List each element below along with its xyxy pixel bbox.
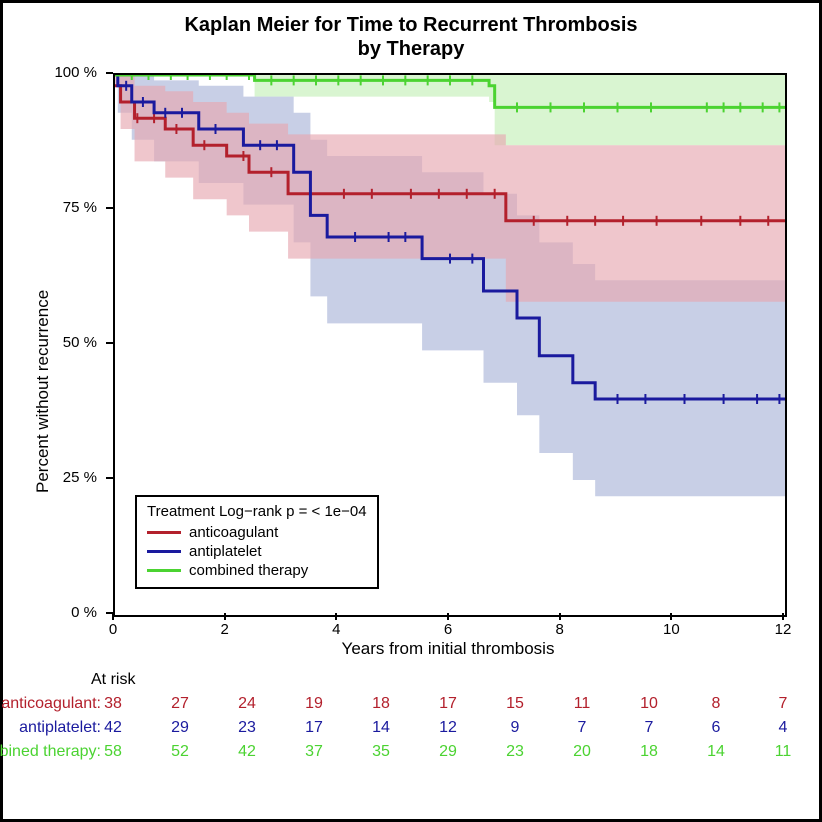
risk-value: 23 xyxy=(227,719,267,737)
risk-value: 6 xyxy=(696,719,736,737)
risk-value: 10 xyxy=(629,695,669,713)
risk-value: 9 xyxy=(495,719,535,737)
at-risk-header: At risk xyxy=(91,671,135,689)
risk-value: 7 xyxy=(562,719,602,737)
title-line2: by Therapy xyxy=(358,38,465,60)
legend-label: antiplatelet xyxy=(189,543,262,560)
legend-label: anticoagulant xyxy=(189,524,278,541)
risk-value: 17 xyxy=(294,719,334,737)
x-tick-label: 0 xyxy=(103,621,123,638)
x-tick-label: 10 xyxy=(661,621,681,638)
y-tick-label: 75 % xyxy=(63,199,97,216)
y-axis-label: Percent without recurrence xyxy=(33,290,53,493)
y-tick-label: 50 % xyxy=(63,334,97,351)
risk-value: 7 xyxy=(763,695,803,713)
x-axis-label: Years from initial thrombosis xyxy=(113,639,783,659)
risk-row-label: anticoagulant: xyxy=(0,695,101,713)
x-tick xyxy=(447,613,449,620)
x-tick xyxy=(224,613,226,620)
y-tick-label: 0 % xyxy=(71,604,97,621)
title-line1: Kaplan Meier for Time to Recurrent Throm… xyxy=(184,14,637,36)
risk-value: 42 xyxy=(93,719,133,737)
risk-value: 11 xyxy=(562,695,602,713)
risk-row-label: antiplatelet: xyxy=(0,719,101,737)
risk-value: 11 xyxy=(763,743,803,761)
risk-value: 14 xyxy=(696,743,736,761)
y-tick xyxy=(106,612,113,614)
legend-swatch xyxy=(147,531,181,534)
x-tick-label: 8 xyxy=(550,621,570,638)
risk-value: 15 xyxy=(495,695,535,713)
risk-value: 19 xyxy=(294,695,334,713)
risk-value: 37 xyxy=(294,743,334,761)
risk-value: 4 xyxy=(763,719,803,737)
x-tick-label: 12 xyxy=(773,621,793,638)
x-tick-label: 6 xyxy=(438,621,458,638)
risk-row-label: combined therapy: xyxy=(0,743,101,761)
x-tick-label: 4 xyxy=(326,621,346,638)
figure-frame: Kaplan Meier for Time to Recurrent Throm… xyxy=(0,0,822,822)
risk-value: 52 xyxy=(160,743,200,761)
y-tick xyxy=(106,72,113,74)
risk-value: 18 xyxy=(629,743,669,761)
risk-value: 42 xyxy=(227,743,267,761)
legend-swatch xyxy=(147,550,181,553)
legend-item: antiplatelet xyxy=(147,543,367,560)
risk-value: 35 xyxy=(361,743,401,761)
risk-value: 14 xyxy=(361,719,401,737)
risk-value: 29 xyxy=(160,719,200,737)
x-tick xyxy=(335,613,337,620)
legend-item: anticoagulant xyxy=(147,524,367,541)
risk-value: 12 xyxy=(428,719,468,737)
risk-value: 8 xyxy=(696,695,736,713)
legend-swatch xyxy=(147,569,181,572)
risk-value: 20 xyxy=(562,743,602,761)
chart-title: Kaplan Meier for Time to Recurrent Throm… xyxy=(3,13,819,61)
y-tick-label: 25 % xyxy=(63,469,97,486)
risk-value: 27 xyxy=(160,695,200,713)
risk-value: 58 xyxy=(93,743,133,761)
legend-item: combined therapy xyxy=(147,562,367,579)
x-tick xyxy=(112,613,114,620)
risk-value: 24 xyxy=(227,695,267,713)
x-tick xyxy=(670,613,672,620)
y-tick xyxy=(106,342,113,344)
x-tick xyxy=(559,613,561,620)
y-tick-label: 100 % xyxy=(54,64,97,81)
legend: Treatment Log−rank p = < 1e−04 anticoagu… xyxy=(135,495,379,589)
y-tick xyxy=(106,477,113,479)
x-tick xyxy=(782,613,784,620)
legend-label: combined therapy xyxy=(189,562,308,579)
y-tick xyxy=(106,207,113,209)
x-tick-label: 2 xyxy=(215,621,235,638)
risk-value: 17 xyxy=(428,695,468,713)
risk-value: 23 xyxy=(495,743,535,761)
risk-value: 7 xyxy=(629,719,669,737)
legend-title: Treatment Log−rank p = < 1e−04 xyxy=(147,503,367,520)
risk-value: 18 xyxy=(361,695,401,713)
risk-value: 38 xyxy=(93,695,133,713)
risk-value: 29 xyxy=(428,743,468,761)
